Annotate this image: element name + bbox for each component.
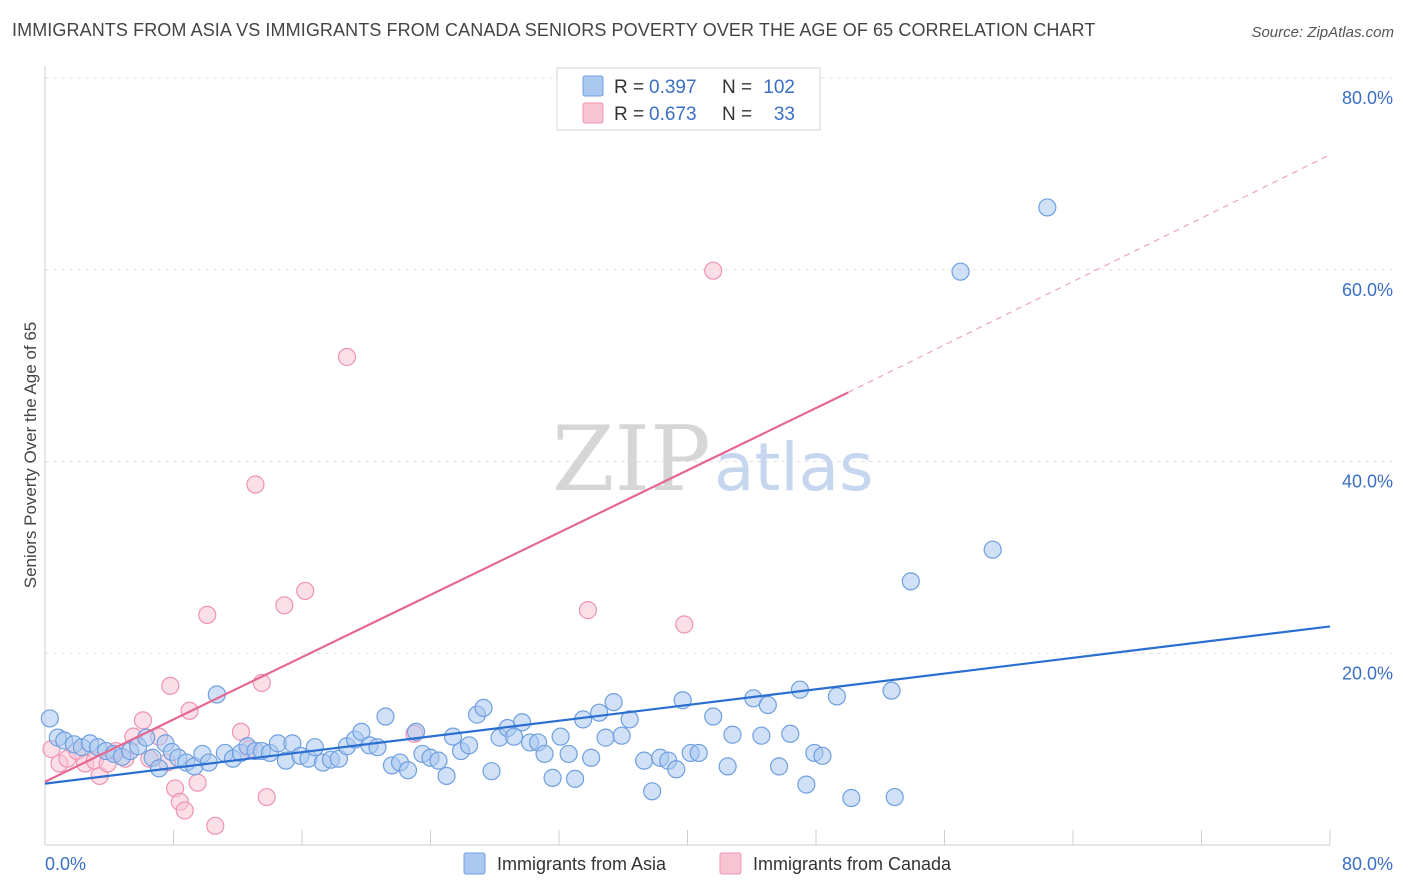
asia-point	[983, 540, 1002, 559]
asia-point	[40, 709, 59, 728]
asia-point	[635, 751, 654, 770]
canada-point	[275, 596, 294, 615]
legend-r-value-asia: 0.397	[649, 77, 697, 98]
y-tick-label: 80.0%	[1342, 88, 1393, 108]
asia-point	[620, 710, 639, 729]
asia-point	[590, 703, 609, 722]
legend-label-canada: Immigrants from Canada	[753, 854, 952, 874]
asia-point	[535, 744, 554, 764]
legend-label-asia: Immigrants from Asia	[497, 854, 667, 874]
legend-r-value-canada: 0.673	[649, 104, 697, 125]
asia-point	[667, 760, 686, 779]
asia-point	[398, 761, 418, 780]
asia-point	[482, 762, 501, 781]
watermark-atlas: atlas	[714, 429, 874, 506]
asia-point	[842, 788, 861, 808]
asia-point	[951, 262, 970, 281]
legend-swatch-asia	[463, 852, 486, 875]
canada-point	[675, 615, 694, 634]
asia-point	[769, 757, 789, 776]
asia-point	[551, 727, 570, 746]
asia-point	[582, 748, 601, 767]
asia-point	[1038, 198, 1057, 217]
canada-point	[578, 601, 598, 620]
asia-point	[604, 693, 623, 712]
chart-title: IMMIGRANTS FROM ASIA VS IMMIGRANTS FROM …	[12, 20, 1096, 40]
legend-n-value-canada: 33	[774, 104, 795, 125]
canada-point	[198, 605, 217, 625]
legend-swatch-canada	[582, 102, 604, 124]
y-axis-label: Seniors Poverty Over the Age of 65	[21, 322, 40, 588]
canada-point	[161, 676, 180, 695]
asia-point	[827, 687, 846, 706]
series-legend: Immigrants from Asia Immigrants from Can…	[463, 852, 952, 875]
asia-point	[406, 722, 426, 741]
legend-n-label: N =	[722, 104, 752, 125]
canada-trend-line	[44, 391, 849, 783]
canada-point	[257, 787, 276, 807]
asia-point	[723, 725, 742, 744]
tick-labels: 20.0% 40.0% 60.0% 80.0% 0.0% 80.0%	[45, 88, 1393, 874]
asia-trend-line	[44, 625, 1331, 785]
legend-swatch-canada	[719, 852, 742, 875]
x-tick-label: 80.0%	[1342, 854, 1393, 874]
asia-point	[512, 713, 532, 732]
asia-point	[813, 746, 832, 765]
asia-point	[352, 722, 371, 741]
asia-point	[612, 726, 631, 745]
asia-point	[376, 707, 395, 726]
asia-point	[459, 736, 479, 755]
watermark: ZIP atlas	[552, 407, 874, 512]
asia-point	[752, 726, 771, 745]
asia-point	[437, 766, 456, 786]
canada-point	[188, 773, 207, 792]
asia-point	[643, 782, 662, 801]
asia-point	[305, 738, 324, 757]
asia-point	[689, 743, 708, 763]
asia-point	[901, 572, 920, 591]
legend-n-value-asia: 102	[763, 77, 795, 98]
canada-point	[704, 261, 723, 280]
legend-n-label: N =	[722, 77, 752, 98]
watermark-zip: ZIP	[552, 407, 711, 512]
asia-point	[543, 768, 562, 787]
asia-point	[882, 681, 901, 700]
asia-point	[565, 769, 585, 788]
legend-swatch-asia	[582, 75, 604, 97]
asia-point	[559, 744, 578, 764]
canada-point	[337, 347, 357, 367]
asia-point	[504, 727, 524, 746]
asia-point	[596, 728, 615, 747]
correlation-legend: R = 0.397 N = 102 R = 0.673 N = 33	[556, 67, 821, 131]
canada-trend-extension	[847, 154, 1331, 394]
asia-point	[704, 707, 723, 726]
y-tick-label: 20.0%	[1342, 663, 1393, 683]
trend-lines	[44, 154, 1331, 785]
canada-point	[296, 581, 315, 601]
legend-r-label: R =	[614, 104, 644, 125]
asia-point	[797, 775, 816, 794]
grid-lines	[45, 77, 1392, 654]
y-tick-label: 60.0%	[1342, 280, 1393, 300]
asia-point	[718, 757, 737, 776]
canada-point	[133, 711, 153, 730]
asia-point	[885, 787, 904, 807]
asia-point	[758, 695, 777, 715]
asia-point	[781, 724, 800, 743]
legend-r-label: R =	[614, 77, 644, 98]
canada-point	[206, 816, 225, 835]
canada-point	[246, 475, 265, 494]
asia-point	[474, 698, 493, 717]
source-label: Source: ZipAtlas.com	[1251, 24, 1394, 41]
canada-point	[175, 801, 194, 820]
y-tick-label: 40.0%	[1342, 472, 1393, 492]
x-tick-label: 0.0%	[45, 854, 86, 874]
asia-point	[429, 751, 448, 770]
